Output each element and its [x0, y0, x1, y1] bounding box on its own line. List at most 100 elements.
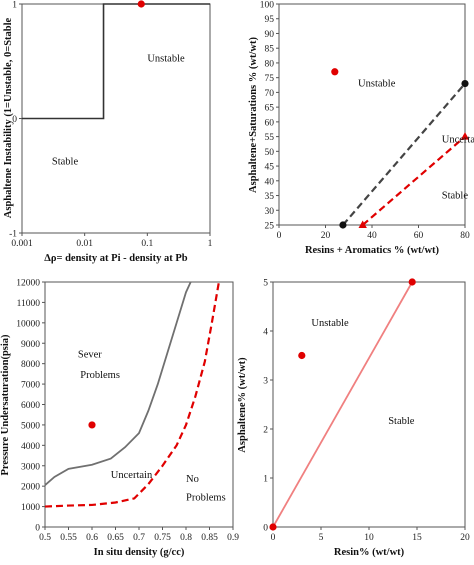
chart2-series-line-2: [361, 135, 466, 226]
chart4-x-tick-label: 0: [271, 533, 276, 543]
chart2-x-tick-label: 80: [460, 231, 470, 241]
chart1-series-line-1: [22, 3, 210, 120]
chart2-y-tick-label: 70: [265, 89, 275, 99]
chart3-series-line-2: [44, 281, 220, 508]
chart3-y-tick-label: 7000: [21, 381, 40, 391]
chart4-region-label: Stable: [388, 416, 415, 427]
chart4-y-tick-label: 2: [263, 426, 268, 436]
chart3-y-tick-label: 5000: [21, 421, 40, 431]
chart2-y-tick-label: 65: [265, 104, 275, 114]
chart2-series-marker: [460, 132, 470, 140]
chart2-region-label: Stable: [442, 190, 469, 201]
chart3-x-tick-label: 0.85: [201, 533, 218, 543]
chart3-series-line-1: [44, 281, 192, 486]
chart2-x-tick-label: 60: [414, 231, 424, 241]
chart2-x-tick-label: 0: [277, 231, 282, 241]
chart3-region-label: Uncertain: [111, 470, 153, 481]
chart2-y-tick-label: 55: [265, 133, 275, 143]
chart2-x-tick-label: 20: [321, 231, 331, 241]
chart1-x-tick-label: 1: [208, 239, 213, 249]
chart2-region-label: Unstable: [358, 79, 396, 90]
chart2-y-tick-label: 80: [265, 59, 275, 69]
chart2-x-tick-label: 40: [367, 231, 377, 241]
chart4-data-point: [408, 278, 416, 286]
chart2-y-tick-label: 85: [265, 45, 275, 55]
chart1-data-point: [137, 0, 145, 8]
chart2-data-point: [331, 68, 339, 76]
chart1-y-tick-label: -1: [9, 230, 17, 240]
chart4-data-point: [269, 523, 277, 531]
chart3-y-tick-label: 3000: [21, 462, 40, 472]
chart4-region-label: Unstable: [311, 318, 349, 329]
chart3-data-point: [88, 421, 96, 429]
chart2-y-tick-label: 60: [265, 118, 275, 128]
chart3-x-tick-label: 0.7: [133, 533, 145, 543]
chart2-y-axis-label: Asphaltene+Saturations % (wt/wt): [248, 37, 259, 193]
chart3-region-label: Sever: [78, 350, 102, 361]
chart3-y-tick-label: 2000: [21, 483, 40, 493]
chart3-x-tick-label: 0.9: [227, 533, 239, 543]
chart2-y-tick-label: 90: [265, 30, 275, 40]
chart3-x-axis-label: In situ density (g/cc): [94, 547, 185, 558]
chart4-data-point: [298, 351, 306, 360]
chart3-y-tick-label: 12000: [16, 279, 40, 289]
chart2-region-label: Uncertain: [442, 134, 474, 145]
chart2-y-tick-label: 35: [265, 192, 275, 202]
chart4-x-tick-label: 5: [319, 533, 324, 543]
chart1-y-tick-label: 1: [12, 1, 17, 11]
chart3-x-tick-label: 0.8: [180, 533, 192, 543]
chart2-series-marker: [339, 221, 347, 229]
chart3-region-label: Problems: [186, 492, 226, 503]
chart2-x-axis-label: Resins + Aromatics % (wt/wt): [305, 245, 440, 256]
chart2-series-marker: [461, 79, 469, 88]
chart3-y-tick-label: 4000: [21, 442, 40, 452]
chart3-x-tick-label: 0.6: [86, 533, 98, 543]
chart2-y-tick-label: 50: [265, 148, 275, 158]
chart1-x-tick-label: 0.01: [76, 239, 93, 249]
chart3-x-tick-label: 0.55: [60, 533, 77, 543]
chart3-y-tick-label: 9000: [21, 340, 40, 350]
chart2-y-tick-label: 25: [265, 222, 275, 232]
chart3-y-axis-label: Pressure Undersaturation(psia): [0, 334, 11, 476]
chart4-y-tick-label: 5: [263, 279, 268, 289]
chart1-y-axis-label: Asphaltene Instability (1=Unstable, 0=St…: [3, 17, 14, 218]
chart4-x-tick-label: 15: [412, 533, 422, 543]
chart3-region-label: Problems: [80, 370, 120, 381]
chart1-x-tick-label: 0.1: [141, 239, 153, 249]
chart3-y-tick-label: 0: [35, 524, 40, 534]
chart2-y-tick-label: 45: [265, 163, 275, 173]
chart2-y-tick-label: 75: [265, 74, 275, 84]
chart1-x-axis-label: ∆ρ= density at Pi - density at Pb: [44, 253, 187, 264]
chart3-y-tick-label: 8000: [21, 360, 40, 370]
chart3-y-tick-label: 6000: [21, 401, 40, 411]
chart3-x-tick-label: 0.65: [107, 533, 124, 543]
chart2-y-tick-label: 95: [265, 15, 275, 25]
chart3-plot-frame: [44, 281, 234, 528]
chart3-y-tick-label: 11000: [17, 299, 41, 309]
chart4-x-tick-label: 20: [460, 533, 470, 543]
chart2-series-marker: [358, 220, 367, 228]
chart2-series-line-1: [342, 82, 466, 226]
chart4-x-axis-label: Resin% (wt/wt): [334, 547, 405, 558]
chart2-y-tick-label: 40: [265, 177, 275, 187]
chart1-region-label: Unstable: [147, 53, 185, 64]
chart3-y-tick-label: 10000: [16, 319, 40, 329]
chart1-x-tick-label: 0.001: [11, 239, 33, 249]
chart1-y-tick-label: 0: [12, 115, 17, 125]
chart3-y-tick-label: 1000: [21, 503, 40, 513]
chart4-y-tick-label: 4: [263, 328, 268, 338]
chart4-y-tick-label: 0: [263, 524, 268, 534]
chart4-series-line-1: [272, 281, 413, 528]
chart2-y-tick-label: 100: [260, 1, 275, 11]
chart1-region-label: Stable: [52, 156, 79, 167]
chart4-y-axis-label: Asphaltene% (wt/wt): [237, 357, 248, 453]
chart3-x-tick-label: 0.5: [39, 533, 51, 543]
chart4-plot-frame: [272, 281, 466, 528]
chart2-y-tick-label: 30: [265, 207, 275, 217]
chart3-x-tick-label: 0.75: [154, 533, 171, 543]
chart4-y-tick-label: 3: [263, 377, 268, 387]
chart3-region-label: No: [186, 474, 199, 485]
chart4-x-tick-label: 10: [364, 533, 374, 543]
chart4-y-tick-label: 1: [263, 475, 268, 485]
